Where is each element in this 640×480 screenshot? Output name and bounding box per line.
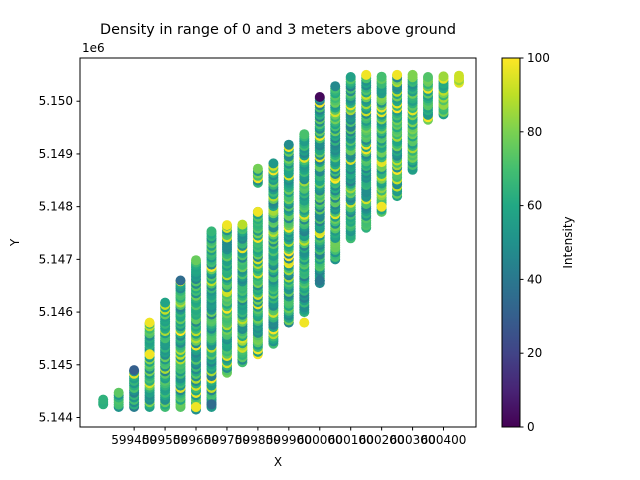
scatter-point (361, 69, 372, 80)
scatter-point (376, 71, 387, 82)
x-tick-label: 599800 (235, 433, 281, 447)
chart-title: Density in range of 0 and 3 meters above… (100, 22, 456, 38)
scatter-point (252, 206, 263, 217)
x-tick-label: 599400 (111, 433, 157, 447)
scatter-point (144, 349, 155, 360)
scatter-point (438, 71, 449, 82)
colorbar-tick-label: 20 (527, 346, 542, 360)
x-tick-label: 600100 (328, 433, 374, 447)
scatter-points (98, 69, 464, 415)
scatter-point (345, 72, 356, 82)
scatter-point (283, 139, 294, 150)
colorbar-tick-label: 80 (527, 125, 542, 139)
scatter-point (376, 201, 387, 212)
y-axis: 5.144 5.145 5.146 5.147 5.148 5.149 5.150 (39, 94, 80, 425)
scatter-point (392, 69, 403, 80)
scatter-point (191, 255, 201, 266)
colorbar-axis: 0 20 40 60 80 100 (520, 51, 550, 434)
scatter-point (206, 399, 217, 410)
x-tick-label: 599500 (142, 433, 188, 447)
y-tick-label: 5.150 (39, 94, 73, 108)
colorbar-label: Intensity (561, 216, 575, 268)
scatter-point (299, 129, 310, 140)
scatter-point (191, 402, 201, 412)
x-axis: 5994005995005996005997005998005999006000… (111, 427, 466, 447)
colorbar-frame (501, 57, 521, 428)
colorbar (502, 58, 520, 427)
y-tick-label: 5.147 (39, 252, 73, 266)
colorbar-tick-label: 40 (527, 272, 542, 286)
scatter-point (113, 387, 124, 398)
x-tick-label: 600400 (421, 433, 467, 447)
scatter-point (222, 220, 232, 231)
x-tick-label: 599900 (266, 433, 312, 447)
y-axis-label: Y (8, 238, 22, 247)
x-tick-label: 599700 (204, 433, 250, 447)
scatter-point (268, 158, 279, 169)
colorbar-tick-label: 100 (527, 51, 550, 65)
scatter-point (144, 317, 155, 328)
scatter-point (314, 275, 325, 286)
scatter-point (175, 275, 186, 286)
y-tick-label: 5.149 (39, 147, 73, 161)
y-tick-label: 5.148 (39, 200, 73, 214)
scatter-point (206, 226, 217, 237)
y-tick-label: 5.146 (39, 305, 73, 319)
scatter-point (252, 163, 263, 174)
x-tick-label: 600000 (297, 433, 343, 447)
scatter-point (237, 219, 248, 230)
scatter-point (98, 394, 109, 405)
scatter-point (423, 72, 433, 82)
scatter-point (407, 69, 418, 80)
scatter-point (160, 297, 171, 308)
scatter-point (330, 81, 341, 92)
scatter-point (299, 317, 310, 328)
colorbar-tick-label: 0 (527, 420, 535, 434)
colorbar-tick-label: 60 (527, 199, 542, 213)
y-tick-label: 5.145 (39, 358, 73, 372)
y-offset-label: 1e6 (82, 41, 105, 55)
scatter-point (314, 92, 325, 102)
plot-area-frame (79, 57, 477, 428)
x-axis-label: X (274, 455, 282, 469)
x-tick-label: 599600 (173, 433, 219, 447)
y-tick-label: 5.144 (39, 411, 73, 425)
scatter-point (129, 365, 140, 376)
x-tick-label: 600200 (359, 433, 405, 447)
scatter-point (454, 70, 464, 81)
x-tick-label: 600300 (390, 433, 436, 447)
